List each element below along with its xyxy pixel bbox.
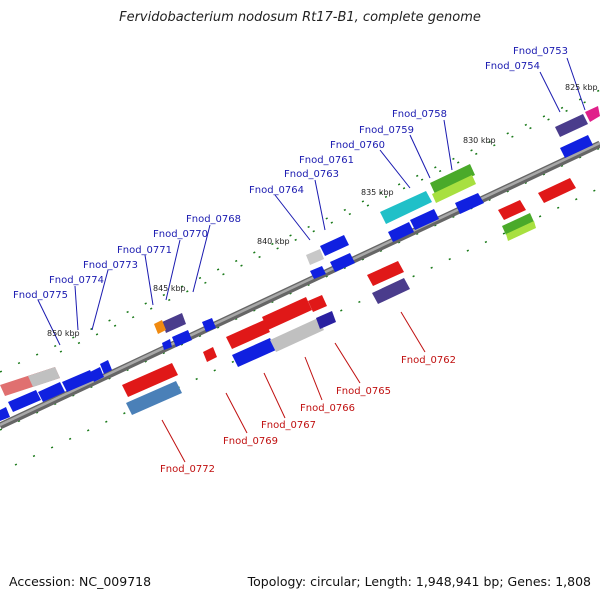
gene-arrow[interactable] [226, 320, 270, 349]
gene-arrow[interactable] [270, 318, 324, 352]
gene-arrow[interactable] [172, 330, 192, 347]
gene-arrow[interactable] [455, 193, 484, 214]
gene-arrow[interactable] [262, 297, 312, 330]
gene-arrow[interactable] [203, 347, 217, 362]
gene-arrow[interactable] [306, 249, 324, 265]
tick-label: 845 kbp [153, 284, 186, 293]
reverse-genes [122, 178, 576, 415]
gene-label[interactable]: Fnod_0775 [13, 290, 68, 301]
tick-label: 840 kbp [257, 237, 290, 246]
gene-label[interactable]: Fnod_0769 [223, 436, 278, 447]
gene-arrow[interactable] [126, 381, 182, 415]
gene-label[interactable]: Fnod_0768 [186, 214, 241, 225]
gene-arrow[interactable] [202, 318, 216, 332]
leader-lines [37, 57, 586, 463]
gene-arrow[interactable] [555, 114, 588, 137]
gene-arrow[interactable] [310, 266, 326, 279]
gene-label[interactable]: Fnod_0765 [336, 386, 391, 397]
forward-genes [0, 106, 600, 421]
gene-label[interactable]: Fnod_0758 [392, 109, 447, 120]
tick-labels: 825 kbp 830 kbp 835 kbp 840 kbp 845 kbp … [47, 83, 598, 338]
gene-label[interactable]: Fnod_0760 [330, 140, 385, 151]
gene-arrow[interactable] [320, 235, 349, 256]
gene-label[interactable]: Fnod_0774 [49, 275, 104, 286]
gene-label[interactable]: Fnod_0754 [485, 61, 540, 72]
gene-arrow[interactable] [330, 253, 355, 272]
tick-label: 850 kbp [47, 329, 80, 338]
gene-arrow[interactable] [100, 360, 112, 374]
tick-label: 825 kbp [565, 83, 598, 92]
gene-label[interactable]: Fnod_0773 [83, 260, 138, 271]
gene-label[interactable]: Fnod_0764 [249, 185, 304, 196]
gene-arrow[interactable] [232, 338, 276, 367]
gene-arrow[interactable] [560, 135, 593, 158]
gene-arrow[interactable] [122, 363, 178, 397]
gene-label[interactable]: Fnod_0766 [300, 403, 355, 414]
map-title: Fervidobacterium nodosum Rt17-B1, comple… [119, 10, 481, 25]
gene-arrow[interactable] [380, 191, 432, 224]
gene-arrow[interactable] [8, 390, 41, 412]
gene-arrow[interactable] [538, 178, 576, 203]
gene-label[interactable]: Fnod_0763 [284, 169, 339, 180]
gene-arrow[interactable] [62, 370, 95, 392]
gene-arrow[interactable] [502, 213, 534, 235]
gene-arrow[interactable] [308, 295, 327, 312]
gene-arrow[interactable] [154, 320, 166, 334]
gene-label[interactable]: Fnod_0761 [299, 155, 354, 166]
gene-arrow[interactable] [372, 278, 410, 304]
gene-arrow[interactable] [506, 221, 536, 241]
gene-arrow[interactable] [410, 209, 439, 230]
top-gene-labels: Fnod_0753 Fnod_0754 Fnod_0758 Fnod_0759 … [13, 46, 568, 301]
gene-arrow[interactable] [367, 261, 404, 286]
gene-label[interactable]: Fnod_0753 [513, 46, 568, 57]
gene-arrow[interactable] [388, 222, 414, 242]
gene-arrow[interactable] [432, 175, 476, 203]
gene-label[interactable]: Fnod_0759 [359, 125, 414, 136]
gene-arrow[interactable] [316, 311, 336, 329]
gene-arrow[interactable] [90, 367, 104, 382]
gene-label[interactable]: Fnod_0767 [261, 420, 316, 431]
gene-label[interactable]: Fnod_0771 [117, 245, 172, 256]
genome-summary: Topology: circular; Length: 1,948,941 bp… [247, 574, 591, 589]
gene-arrow[interactable] [162, 313, 186, 333]
gene-arrow[interactable] [498, 200, 526, 220]
gene-label[interactable]: Fnod_0770 [153, 229, 208, 240]
gene-arrow[interactable] [28, 367, 60, 387]
bottom-gene-labels: Fnod_0762 Fnod_0765 Fnod_0766 Fnod_0767 … [160, 355, 456, 475]
gene-arrow[interactable] [38, 382, 65, 402]
gene-arrow[interactable] [162, 339, 172, 350]
gene-arrow[interactable] [430, 164, 475, 194]
gene-arrow[interactable] [585, 106, 600, 122]
tick-label: 835 kbp [361, 188, 394, 197]
gene-label[interactable]: Fnod_0762 [401, 355, 456, 366]
gene-arrow[interactable] [0, 407, 10, 421]
gene-label[interactable]: Fnod_0772 [160, 464, 215, 475]
tick-label: 830 kbp [463, 136, 496, 145]
accession-text: Accession: NC_009718 [9, 574, 152, 589]
